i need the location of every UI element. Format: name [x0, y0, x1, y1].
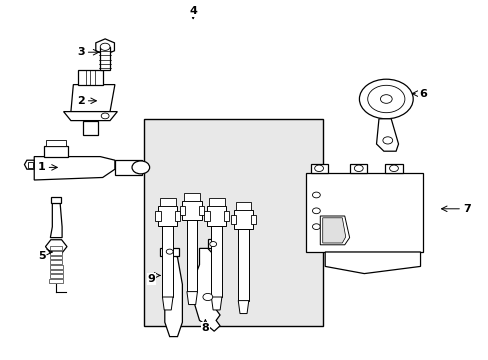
- Bar: [160, 198, 175, 206]
- Bar: [180, 206, 185, 215]
- Bar: [158, 206, 177, 226]
- Circle shape: [101, 113, 109, 119]
- Bar: [50, 265, 62, 269]
- Bar: [211, 226, 222, 297]
- Bar: [49, 279, 63, 283]
- Polygon shape: [186, 292, 197, 305]
- Bar: [78, 70, 102, 85]
- Polygon shape: [164, 250, 182, 337]
- Polygon shape: [162, 297, 173, 310]
- Bar: [50, 260, 62, 264]
- Bar: [46, 140, 66, 146]
- Circle shape: [314, 165, 323, 172]
- Text: 9: 9: [147, 274, 155, 284]
- Polygon shape: [50, 203, 62, 238]
- Polygon shape: [24, 160, 34, 169]
- Bar: [162, 226, 173, 297]
- Bar: [82, 121, 98, 135]
- Bar: [182, 201, 202, 220]
- Bar: [235, 202, 251, 210]
- Bar: [37, 163, 42, 167]
- Polygon shape: [194, 248, 220, 331]
- Bar: [223, 211, 228, 221]
- Circle shape: [380, 95, 391, 103]
- Bar: [155, 211, 161, 221]
- Circle shape: [389, 165, 398, 172]
- Text: 1: 1: [38, 162, 45, 172]
- Text: 3: 3: [77, 47, 84, 57]
- Bar: [310, 164, 327, 173]
- Bar: [44, 146, 68, 157]
- Bar: [204, 211, 209, 221]
- Text: 7: 7: [462, 204, 470, 214]
- Bar: [49, 274, 63, 278]
- Circle shape: [359, 79, 412, 119]
- Circle shape: [354, 165, 363, 172]
- Bar: [208, 198, 224, 206]
- Bar: [199, 206, 204, 215]
- Bar: [51, 197, 61, 203]
- Circle shape: [132, 161, 149, 174]
- Bar: [206, 206, 226, 226]
- Polygon shape: [325, 252, 420, 274]
- Polygon shape: [45, 240, 67, 253]
- Circle shape: [166, 249, 173, 254]
- Polygon shape: [238, 301, 248, 314]
- Circle shape: [203, 293, 212, 301]
- Polygon shape: [96, 39, 114, 55]
- Text: 6: 6: [418, 89, 426, 99]
- Polygon shape: [63, 112, 117, 121]
- Bar: [50, 246, 62, 250]
- Circle shape: [312, 208, 320, 214]
- Bar: [231, 215, 236, 225]
- Bar: [50, 251, 62, 255]
- Circle shape: [209, 242, 216, 247]
- Bar: [144, 119, 322, 326]
- Bar: [28, 162, 33, 168]
- Circle shape: [312, 224, 320, 230]
- Bar: [233, 210, 253, 229]
- Polygon shape: [71, 85, 115, 112]
- Circle shape: [382, 137, 392, 144]
- Bar: [174, 211, 180, 221]
- Bar: [100, 47, 110, 70]
- Bar: [50, 256, 62, 259]
- Bar: [186, 220, 197, 292]
- Text: 2: 2: [77, 96, 84, 106]
- Circle shape: [100, 43, 110, 50]
- Bar: [207, 239, 218, 248]
- Bar: [184, 193, 200, 201]
- Polygon shape: [376, 119, 398, 151]
- Bar: [305, 173, 422, 252]
- Polygon shape: [34, 157, 115, 180]
- Polygon shape: [211, 297, 222, 310]
- Text: 8: 8: [201, 323, 209, 333]
- Text: 5: 5: [38, 251, 45, 261]
- Bar: [160, 248, 179, 256]
- Circle shape: [367, 85, 404, 113]
- Text: 4: 4: [189, 6, 197, 16]
- Bar: [250, 215, 255, 225]
- Bar: [385, 164, 402, 173]
- Circle shape: [312, 192, 320, 198]
- Bar: [50, 270, 62, 273]
- Bar: [115, 160, 142, 175]
- Polygon shape: [320, 216, 349, 245]
- Polygon shape: [322, 218, 345, 243]
- Bar: [349, 164, 366, 173]
- Bar: [238, 229, 248, 301]
